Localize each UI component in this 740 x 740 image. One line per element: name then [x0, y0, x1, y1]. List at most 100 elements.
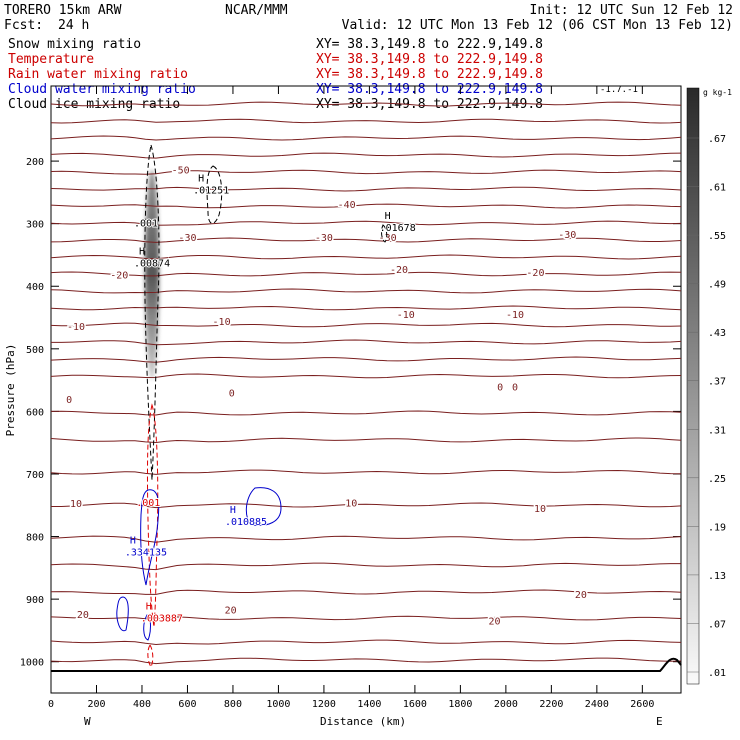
x-tick-label: 2600	[630, 699, 654, 710]
colorbar	[686, 87, 700, 685]
field-name: Rain water mixing ratio	[8, 67, 188, 82]
colorbar-label: .55	[708, 231, 726, 242]
isotherm-label: -20	[526, 268, 544, 279]
isotherm-label: 0	[229, 388, 235, 399]
isotherm	[50, 615, 682, 621]
maximum-value: .00874	[134, 258, 170, 269]
isotherm	[50, 135, 682, 141]
x-tick-label: 1200	[312, 699, 336, 710]
init-time: Init: 12 UTC Sun 12 Feb 12	[530, 3, 734, 18]
x-tick-label: 2000	[494, 699, 518, 710]
isotherm	[51, 502, 682, 509]
y-tick-label: 200	[26, 157, 44, 168]
x-tick-label: 1400	[357, 699, 381, 710]
maximum-value: .010885	[225, 517, 267, 528]
isotherm	[50, 469, 682, 475]
colorbar-label: .01	[708, 668, 726, 679]
forecast-value: 24 h	[58, 18, 89, 33]
isotherm	[50, 322, 682, 328]
y-tick-label: 400	[26, 282, 44, 293]
colorbar-label: .13	[708, 571, 726, 582]
isotherm	[50, 410, 682, 416]
isotherm-label: 20	[488, 617, 500, 628]
cloud-water-contours	[116, 487, 282, 641]
colorbar-label: .61	[708, 183, 726, 194]
x-tick-label: 600	[178, 699, 196, 710]
isotherm	[50, 288, 682, 294]
isotherm-label: -30	[379, 233, 397, 244]
isotherm	[50, 373, 682, 379]
isotherm-label: 10	[70, 499, 82, 510]
x-tick-label: 2200	[539, 699, 563, 710]
isotherm	[50, 562, 681, 571]
cross-section-coords: XY= 38.3,149.8 to 222.9,149.8	[316, 52, 543, 67]
isotherm	[50, 237, 682, 243]
y-tick-label: 300	[26, 220, 44, 231]
east-label: E	[656, 715, 663, 728]
field-name: Temperature	[8, 52, 94, 67]
center-title: NCAR/MMM	[225, 3, 288, 18]
terrain-surface	[51, 657, 682, 672]
x-axis-title: Distance (km)	[320, 715, 406, 728]
isotherm	[50, 169, 682, 175]
isotherm-label: -10	[213, 317, 231, 328]
isotherm-label: -30	[558, 230, 576, 241]
forecast-label: Fcst:	[4, 18, 43, 33]
maximum-value: .01251	[193, 185, 229, 196]
field-name: Snow mixing ratio	[8, 37, 141, 52]
isotherm	[50, 535, 682, 543]
cross-section-coords: XY= 38.3,149.8 to 222.9,149.8	[316, 37, 543, 52]
isotherm	[50, 254, 682, 260]
x-tick-label: 2400	[585, 699, 609, 710]
isotherm	[50, 152, 682, 159]
x-tick-label: 0	[48, 699, 54, 710]
isotherm	[50, 657, 682, 665]
isotherm-label: 0	[66, 395, 72, 406]
isotherm-label: 20	[225, 605, 237, 616]
isotherm-label: -30	[315, 233, 333, 244]
isotherm-label: -30	[178, 233, 196, 244]
maximum-marker: H	[130, 536, 136, 547]
colorbar-label: .37	[708, 377, 726, 388]
maximum-value: .003887	[141, 613, 183, 624]
isotherm-label: 10	[345, 498, 357, 509]
y-tick-label: 800	[26, 533, 44, 544]
isotherm-label: -50	[172, 165, 190, 176]
isotherm-label: 0	[497, 383, 503, 394]
cloud-ice-contours	[144, 144, 388, 481]
isotherm-label: -20	[390, 265, 408, 276]
y-tick-label: 1000	[20, 658, 44, 669]
colorbar-label: .49	[708, 280, 726, 291]
y-tick-label: 700	[26, 470, 44, 481]
isotherm	[50, 639, 682, 646]
x-tick-label: 800	[224, 699, 242, 710]
isotherm-label: 20	[575, 590, 587, 601]
y-tick-label: 500	[26, 345, 44, 356]
maximum-value: .334135	[125, 548, 167, 559]
isotherm-label: -40	[338, 200, 356, 211]
y-axis-title: Pressure (hPa)	[4, 344, 17, 437]
isotherm	[50, 356, 682, 363]
isotherm	[50, 589, 682, 595]
field-name: Cloud ice mixing ratio	[8, 97, 180, 112]
snow-shading	[145, 170, 159, 380]
cross-section-coords: XY= 38.3,149.8 to 222.9,149.8	[316, 97, 543, 112]
isotherm-label: 20	[77, 610, 89, 621]
x-tick-label: 200	[87, 699, 105, 710]
maxima-labels: H.01251H.01678.001H.00874.001H.010885H.3…	[124, 173, 417, 625]
y-tick-label: 600	[26, 407, 44, 418]
isotherm-label: 10	[534, 504, 546, 515]
isotherm-label: -10	[397, 310, 415, 321]
colorbar-label: .43	[708, 328, 726, 339]
x-tick-label: 400	[133, 699, 151, 710]
maximum-marker: H	[139, 246, 145, 257]
isotherm	[50, 118, 682, 124]
west-label: W	[84, 715, 91, 728]
maximum-marker: H	[385, 211, 391, 222]
model-title: TORERO 15km ARW	[4, 3, 122, 18]
isotherm-label: -10	[67, 322, 85, 333]
isotherm-label: -10	[506, 310, 524, 321]
isotherm	[50, 186, 682, 192]
cross-section-coords: XY= 38.3,149.8 to 222.9,149.8	[316, 67, 543, 82]
